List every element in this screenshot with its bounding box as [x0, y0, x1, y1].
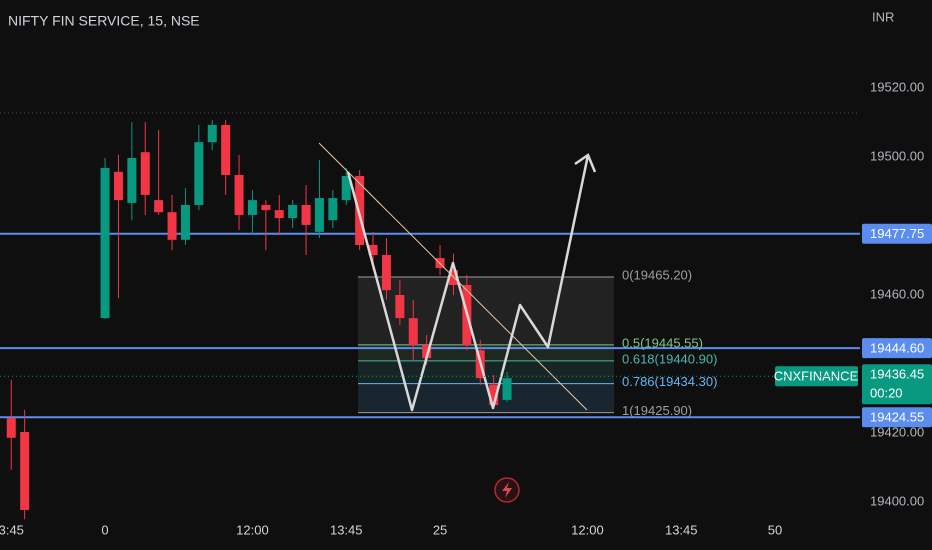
candle-body [381, 254, 391, 291]
candle-body [355, 175, 365, 245]
y-tick-label: 19520.00 [870, 79, 924, 94]
last-price-label: 19436.45 [870, 367, 924, 382]
level-tag-label: 19444.60 [870, 341, 924, 356]
candle-body [247, 200, 257, 215]
x-tick-label: 0 [101, 522, 108, 537]
x-tick-label: 13:45 [330, 522, 363, 537]
candle-body [180, 204, 190, 240]
y-tick-label: 19500.00 [870, 148, 924, 163]
trend-line [318, 142, 588, 411]
level-tag-label: 19424.55 [870, 410, 924, 425]
candle-body [408, 318, 418, 346]
candle-body [368, 244, 378, 255]
candle-body [6, 418, 16, 438]
fib-label: 1(19425.90) [622, 403, 692, 418]
zigzag-path [346, 154, 590, 412]
candle-body [154, 200, 164, 213]
candle-body [314, 198, 324, 232]
candle-body [194, 142, 204, 205]
candle-body [395, 294, 405, 319]
x-tick-label: 50 [768, 522, 782, 537]
fib-zone [358, 383, 614, 413]
level-tag-label: 19477.75 [870, 226, 924, 241]
x-tick-label: 25 [433, 522, 447, 537]
x-tick-label: 12:00 [236, 522, 269, 537]
level-tag [862, 338, 932, 359]
x-tick-label: 12:00 [571, 522, 604, 537]
candle-body [489, 384, 499, 406]
y-tick-label: 19420.00 [870, 424, 924, 439]
axes: 19400.00 19420.00 19460.00 19500.00 19520.00… [0, 79, 924, 537]
last-price-box [862, 364, 932, 405]
candle-body [328, 198, 338, 221]
fib-label: 0(19465.20) [622, 267, 692, 282]
x-tick-label: 13:45 [665, 522, 698, 537]
candle-body [113, 171, 123, 201]
candle-body [100, 168, 110, 319]
bolt[interactable] [502, 482, 512, 498]
fib-label: 0.5(19445.55) [622, 335, 703, 350]
candle-body [20, 431, 30, 510]
candle-body [341, 175, 351, 201]
candle-body [140, 152, 150, 195]
candle-body [261, 204, 271, 211]
candle-body [207, 124, 217, 143]
candle-body [288, 204, 298, 219]
candle-body [127, 158, 137, 203]
currency: INR [872, 9, 894, 24]
y-tick-label: 19460.00 [870, 286, 924, 301]
level-tag [862, 407, 932, 428]
candle-body [301, 204, 311, 225]
candle-body [167, 212, 177, 240]
x-tick-label: 3:45 [0, 522, 24, 537]
chart-title: NIFTY FIN SERVICE, 15, NSE [8, 13, 200, 29]
alert-icon[interactable] [494, 477, 520, 503]
arrow-head [574, 153, 597, 173]
candle-body [422, 345, 432, 359]
y-tick-label: 19400.00 [870, 493, 924, 508]
candle-body [234, 174, 244, 215]
fib-label: 0.786(19434.30) [622, 374, 717, 389]
fib-label: 0.618(19440.90) [622, 351, 717, 366]
countdown: 00:20 [870, 386, 903, 401]
candle-body [502, 378, 512, 400]
candle-body [274, 210, 284, 219]
level-tag [862, 223, 932, 244]
candle-body [221, 124, 231, 175]
